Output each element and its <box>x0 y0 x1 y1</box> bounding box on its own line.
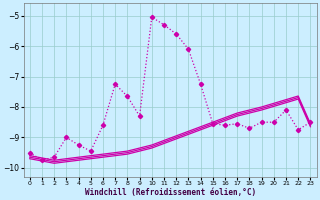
X-axis label: Windchill (Refroidissement éolien,°C): Windchill (Refroidissement éolien,°C) <box>84 188 256 197</box>
